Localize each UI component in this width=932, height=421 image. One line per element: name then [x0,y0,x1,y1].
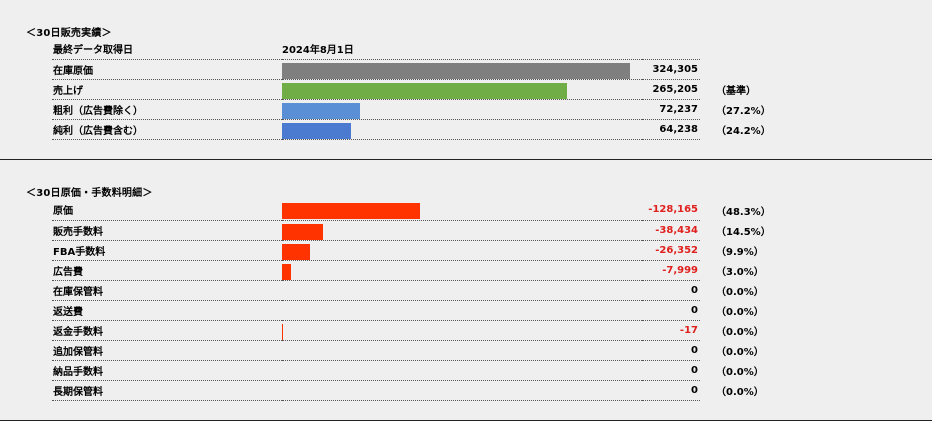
costs-row-bar-cell [282,260,642,281]
sales-row-bar [282,102,360,119]
costs-row-value: -17 [642,320,700,341]
costs-row-bar-cell [282,380,642,401]
sales-row-label: 粗利（広告費除く） [52,99,282,120]
costs-row: 在庫保管料 0 （0.0%） [52,280,771,301]
sales-row-label: 純利（広告費含む） [52,119,282,140]
sales-row: 売上げ 265,205 （基準） [52,79,771,100]
costs-row-value: 0 [642,380,700,401]
sales-row-bar-cell [282,59,642,80]
sales-row-bar [282,62,630,79]
costs-row: 返金手数料 -17 （0.0%） [52,320,771,341]
sales-row-pct: （27.2%） [716,105,771,117]
costs-row: 追加保管料 0 （0.0%） [52,340,771,361]
costs-row-bar-cell [282,280,642,301]
costs-row-label: 在庫保管料 [52,280,282,301]
costs-row: 広告費 -7,999 （3.0%） [52,260,771,281]
costs-row-bar-cell [282,320,642,341]
costs-row-bar-cell [282,300,642,321]
costs-row-label: FBA手数料 [52,240,282,261]
sales-row-label: 売上げ [52,79,282,100]
costs-row-bar [282,203,420,219]
sales-section: ＜30日販売実績＞ 最終データ取得日 2024年8月1日 在庫原価 324,305… [0,0,932,160]
costs-row-value: 0 [642,360,700,381]
costs-row-label: 販売手数料 [52,220,282,241]
costs-row-bar-cell [282,340,642,361]
costs-row-value: -7,999 [642,260,700,281]
costs-row-value: -26,352 [642,240,700,261]
costs-row-label: 長期保管料 [52,380,282,401]
costs-row: 長期保管料 0 （0.0%） [52,380,771,401]
date-value: 2024年8月1日 [282,39,642,60]
costs-row-bar-cell [282,220,642,241]
sales-row-value: 324,305 [642,59,700,80]
costs-row-value: 0 [642,300,700,321]
date-row: 最終データ取得日 2024年8月1日 [52,39,771,60]
costs-row: 販売手数料 -38,434 （14.5%） [52,220,771,241]
sales-row-pct: （24.2%） [716,125,771,137]
costs-section-title: ＜30日原価・手数料明細＞ [26,188,153,199]
costs-row-bar-cell [282,360,642,381]
sales-row: 純利（広告費含む） 64,238 （24.2%） [52,119,771,140]
costs-row-pct: （48.3%） [716,206,771,218]
costs-row-label: 納品手数料 [52,360,282,381]
sales-row-bar-cell [282,79,642,100]
costs-row-pct: （0.0%） [716,386,764,398]
costs-table: 原価 -128,165 （48.3%） 販売手数料 -38,434 （14.5%） FBA手… [52,200,771,401]
sales-row: 在庫原価 324,305 [52,59,771,80]
costs-row-pct: （0.0%） [716,326,764,338]
sales-row-label: 在庫原価 [52,59,282,80]
date-value-text: 2024年8月1日 [282,45,354,57]
costs-row-label: 返送費 [52,300,282,321]
costs-row-pct: （0.0%） [716,366,764,378]
costs-row-value: -128,165 [642,200,700,221]
sales-section-title: ＜30日販売実績＞ [26,28,112,39]
costs-row-value: -38,434 [642,220,700,241]
sales-row: 粗利（広告費除く） 72,237 （27.2%） [52,99,771,120]
costs-row-pct: （9.9%） [716,246,764,258]
sales-row-value: 72,237 [642,99,700,120]
date-label: 最終データ取得日 [52,39,282,60]
costs-row: 原価 -128,165 （48.3%） [52,200,771,221]
costs-row-bar [282,243,310,260]
sales-row-bar [282,122,351,139]
date-empty [642,39,700,60]
costs-row-value: 0 [642,340,700,361]
sales-table: 最終データ取得日 2024年8月1日 在庫原価 324,305 売上げ 265,205… [52,39,771,140]
sales-row-pct [700,59,771,79]
costs-row-label: 原価 [52,200,282,221]
sales-row-value: 265,205 [642,79,700,100]
costs-row-pct: （0.0%） [716,306,764,318]
sales-row-bar-cell [282,99,642,120]
sales-row-value: 64,238 [642,119,700,140]
costs-row-bar-cell [282,200,642,221]
sales-row-bar-cell [282,119,642,140]
costs-row-bar [282,223,323,240]
costs-row-bar [282,263,291,280]
costs-row-bar-cell [282,240,642,261]
costs-row: 返送費 0 （0.0%） [52,300,771,321]
costs-row-bar [282,323,283,340]
costs-row-label: 追加保管料 [52,340,282,361]
costs-row-pct: （0.0%） [716,346,764,358]
costs-row: 納品手数料 0 （0.0%） [52,360,771,381]
costs-row: FBA手数料 -26,352 （9.9%） [52,240,771,261]
date-pct-empty [700,39,771,59]
sales-row-bar [282,82,567,99]
costs-row-value: 0 [642,280,700,301]
costs-row-label: 返金手数料 [52,320,282,341]
costs-section: ＜30日原価・手数料明細＞ 原価 -128,165 （48.3%） 販売手数料 -38,… [0,161,932,421]
sales-row-pct: （基準） [716,85,756,97]
costs-row-label: 広告費 [52,260,282,281]
costs-row-pct: （14.5%） [716,226,771,238]
costs-row-pct: （3.0%） [716,266,764,278]
costs-row-pct: （0.0%） [716,286,764,298]
